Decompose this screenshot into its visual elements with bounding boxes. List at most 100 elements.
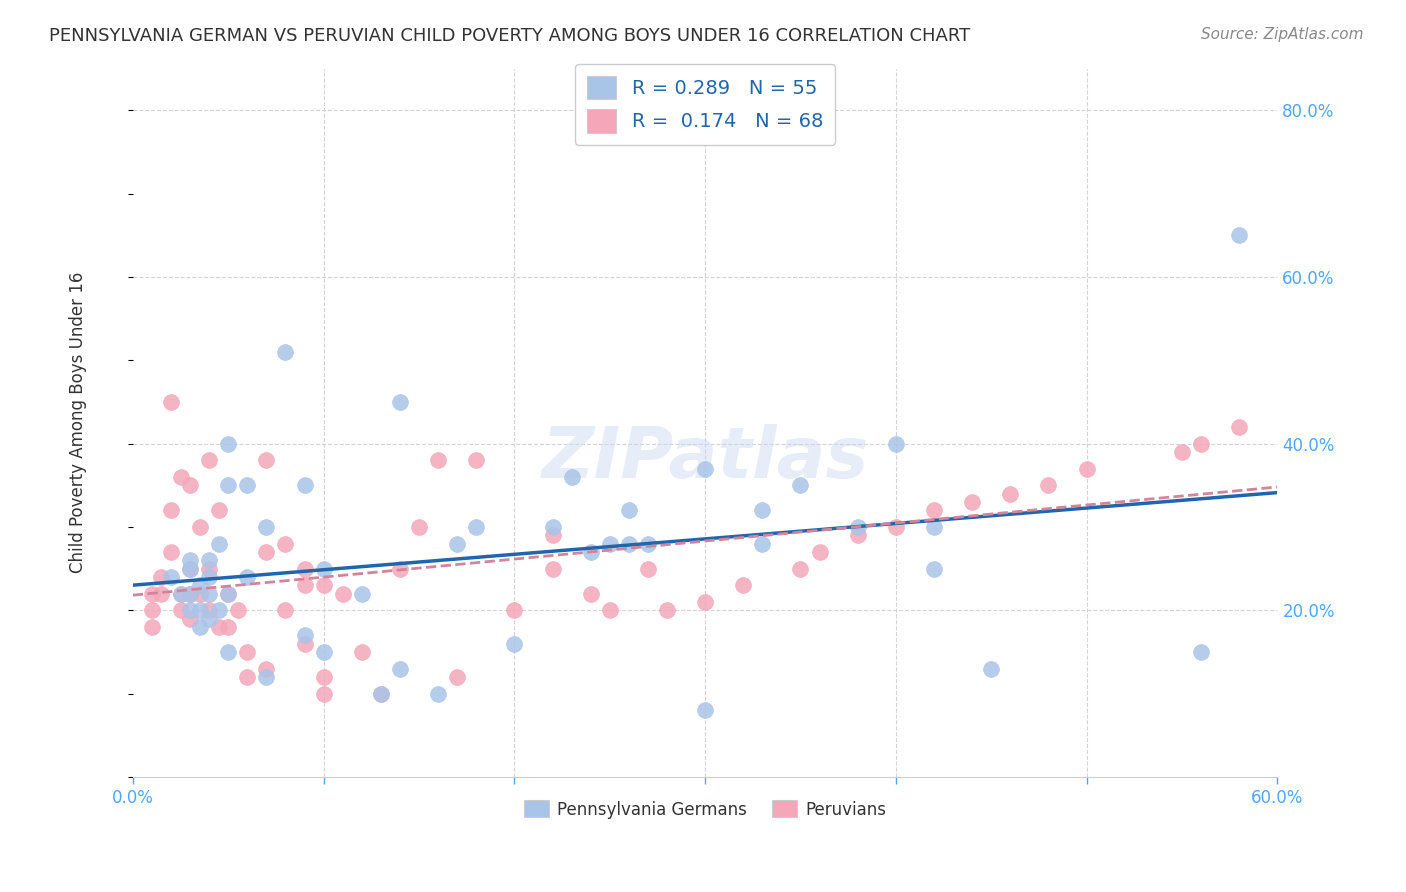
Point bbox=[312, 561, 335, 575]
Point bbox=[160, 570, 183, 584]
Point bbox=[503, 603, 526, 617]
Point bbox=[541, 528, 564, 542]
Point bbox=[294, 628, 316, 642]
Point bbox=[332, 586, 354, 600]
Point bbox=[427, 453, 450, 467]
Point bbox=[599, 536, 621, 550]
Point bbox=[751, 536, 773, 550]
Point bbox=[541, 520, 564, 534]
Point bbox=[789, 478, 811, 492]
Point bbox=[198, 553, 221, 567]
Point bbox=[751, 503, 773, 517]
Point bbox=[274, 603, 297, 617]
Point bbox=[217, 436, 239, 450]
Point bbox=[655, 603, 678, 617]
Point bbox=[198, 586, 221, 600]
Point bbox=[179, 553, 201, 567]
Point bbox=[217, 645, 239, 659]
Point bbox=[695, 703, 717, 717]
Point bbox=[1171, 445, 1194, 459]
Point bbox=[617, 536, 640, 550]
Point bbox=[169, 586, 191, 600]
Point bbox=[370, 687, 392, 701]
Point bbox=[388, 395, 411, 409]
Point bbox=[179, 586, 201, 600]
Point bbox=[294, 561, 316, 575]
Y-axis label: Child Poverty Among Boys Under 16: Child Poverty Among Boys Under 16 bbox=[69, 272, 87, 574]
Point bbox=[617, 503, 640, 517]
Point bbox=[179, 586, 201, 600]
Point bbox=[388, 661, 411, 675]
Point bbox=[350, 586, 373, 600]
Point bbox=[179, 586, 201, 600]
Point bbox=[198, 570, 221, 584]
Point bbox=[922, 520, 945, 534]
Point bbox=[579, 545, 602, 559]
Point bbox=[208, 503, 231, 517]
Point bbox=[198, 561, 221, 575]
Point bbox=[169, 586, 191, 600]
Point bbox=[294, 578, 316, 592]
Point bbox=[254, 453, 277, 467]
Point bbox=[1189, 645, 1212, 659]
Point bbox=[427, 687, 450, 701]
Point bbox=[208, 620, 231, 634]
Point bbox=[217, 478, 239, 492]
Point bbox=[160, 395, 183, 409]
Point bbox=[388, 561, 411, 575]
Point bbox=[160, 545, 183, 559]
Point bbox=[294, 636, 316, 650]
Point bbox=[695, 461, 717, 475]
Point bbox=[695, 595, 717, 609]
Point bbox=[541, 561, 564, 575]
Point bbox=[141, 620, 163, 634]
Point bbox=[1076, 461, 1098, 475]
Point bbox=[274, 344, 297, 359]
Point bbox=[446, 670, 468, 684]
Point bbox=[561, 470, 583, 484]
Point bbox=[179, 561, 201, 575]
Point bbox=[208, 603, 231, 617]
Point bbox=[408, 520, 430, 534]
Point bbox=[312, 578, 335, 592]
Point bbox=[150, 570, 173, 584]
Point bbox=[236, 670, 259, 684]
Point bbox=[169, 603, 191, 617]
Point bbox=[188, 586, 211, 600]
Text: PENNSYLVANIA GERMAN VS PERUVIAN CHILD POVERTY AMONG BOYS UNDER 16 CORRELATION CH: PENNSYLVANIA GERMAN VS PERUVIAN CHILD PO… bbox=[49, 27, 970, 45]
Point bbox=[808, 545, 831, 559]
Point bbox=[294, 478, 316, 492]
Point bbox=[160, 503, 183, 517]
Point bbox=[198, 611, 221, 625]
Point bbox=[884, 436, 907, 450]
Point bbox=[188, 620, 211, 634]
Point bbox=[846, 520, 869, 534]
Point bbox=[179, 478, 201, 492]
Point bbox=[179, 611, 201, 625]
Point bbox=[169, 470, 191, 484]
Point bbox=[236, 570, 259, 584]
Point bbox=[884, 520, 907, 534]
Point bbox=[1189, 436, 1212, 450]
Point bbox=[141, 603, 163, 617]
Point bbox=[217, 620, 239, 634]
Point bbox=[312, 687, 335, 701]
Point bbox=[254, 661, 277, 675]
Legend: Pennsylvania Germans, Peruvians: Pennsylvania Germans, Peruvians bbox=[517, 794, 893, 825]
Point bbox=[312, 645, 335, 659]
Point bbox=[599, 603, 621, 617]
Point bbox=[579, 586, 602, 600]
Point bbox=[208, 536, 231, 550]
Point bbox=[274, 536, 297, 550]
Point bbox=[188, 578, 211, 592]
Point bbox=[980, 661, 1002, 675]
Point bbox=[446, 536, 468, 550]
Point bbox=[1227, 228, 1250, 243]
Point bbox=[188, 520, 211, 534]
Text: Source: ZipAtlas.com: Source: ZipAtlas.com bbox=[1201, 27, 1364, 42]
Point bbox=[217, 586, 239, 600]
Point bbox=[465, 453, 488, 467]
Point bbox=[789, 561, 811, 575]
Point bbox=[637, 561, 659, 575]
Point bbox=[198, 603, 221, 617]
